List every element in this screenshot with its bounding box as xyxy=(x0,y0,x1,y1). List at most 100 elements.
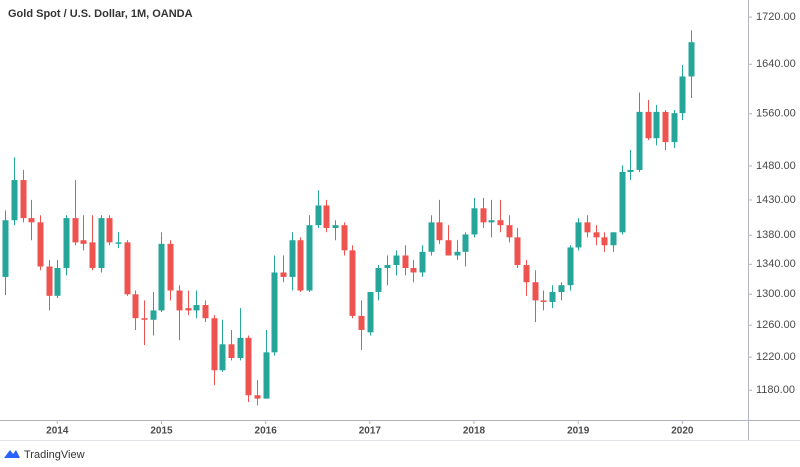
chart-title: Gold Spot / U.S. Dollar, 1M, OANDA xyxy=(8,8,193,20)
candle-body xyxy=(289,240,296,277)
candle-body xyxy=(636,111,643,170)
y-tick-label: 1260.00 xyxy=(756,319,796,331)
candle-body xyxy=(497,220,504,226)
candle-body xyxy=(124,242,131,295)
candle-body xyxy=(271,272,278,353)
candle-body xyxy=(471,208,478,235)
candle-body xyxy=(106,218,113,243)
candle-body xyxy=(419,251,426,273)
candle-body xyxy=(20,180,27,219)
candle-body xyxy=(393,255,400,266)
candle-body xyxy=(37,222,44,267)
candle-body xyxy=(2,220,9,277)
y-tick-label: 1300.00 xyxy=(756,288,796,300)
candle-body xyxy=(280,272,287,277)
candle-body xyxy=(158,243,165,311)
candle-body xyxy=(89,242,96,268)
candle-body xyxy=(202,305,209,319)
candle-body xyxy=(219,344,226,371)
y-tick-label: 1340.00 xyxy=(756,258,796,270)
x-tick-label: 2019 xyxy=(567,426,590,437)
candle-body xyxy=(627,169,634,172)
candle-body xyxy=(141,318,148,320)
x-tick-label: 2017 xyxy=(359,426,382,437)
y-tick-label: 1180.00 xyxy=(756,384,795,396)
candle-body xyxy=(445,240,452,256)
candle-body xyxy=(410,267,417,273)
candle-body xyxy=(532,282,539,301)
candle-body xyxy=(662,111,669,143)
y-tick-label: 1220.00 xyxy=(756,351,796,363)
candle-body xyxy=(341,225,348,251)
candle-body xyxy=(132,294,139,319)
candle-body xyxy=(358,315,365,330)
y-tick-label: 1720.00 xyxy=(756,11,796,23)
candle-body xyxy=(575,222,582,248)
candle-body xyxy=(653,111,660,139)
candle-body xyxy=(263,352,270,399)
candle-body xyxy=(384,265,391,268)
candle-body xyxy=(671,113,678,143)
candle-body xyxy=(688,42,695,77)
y-tick-label: 1480.00 xyxy=(756,160,796,172)
candle-body xyxy=(488,220,495,223)
y-tick-label: 1640.00 xyxy=(756,58,796,70)
candle-body xyxy=(549,292,556,302)
candle-body xyxy=(193,305,200,311)
candle-body xyxy=(462,234,469,252)
y-tick-label: 1560.00 xyxy=(756,108,796,120)
candle-body xyxy=(254,395,261,399)
candle-body xyxy=(323,205,330,229)
candle-body xyxy=(150,310,157,320)
candle-body xyxy=(332,225,339,229)
candle-body xyxy=(185,308,192,311)
x-tick-label: 2016 xyxy=(255,426,278,437)
candle-body xyxy=(63,218,70,268)
candle-body xyxy=(428,222,435,252)
candle-body xyxy=(601,237,608,246)
x-tick-label: 2018 xyxy=(463,426,486,437)
candle-body xyxy=(211,318,218,371)
candle-body xyxy=(167,243,174,291)
candle-body xyxy=(540,300,547,302)
candle-body xyxy=(506,225,513,238)
candle-body xyxy=(72,218,79,243)
candle-body xyxy=(454,251,461,256)
candle-body xyxy=(436,222,443,241)
candle-body xyxy=(567,247,574,286)
candle-body xyxy=(46,266,53,296)
candle-body xyxy=(54,267,61,296)
candle-body xyxy=(402,255,409,268)
candle-body xyxy=(98,218,105,268)
brand-icon xyxy=(4,450,20,458)
candle-body xyxy=(514,237,521,266)
x-tick-label: 2020 xyxy=(671,426,694,437)
candle-body xyxy=(480,208,487,223)
candle-body xyxy=(593,232,600,238)
brand-name: TradingView xyxy=(24,449,85,461)
candle-body xyxy=(80,240,87,244)
candle-body xyxy=(11,180,18,221)
candle-body xyxy=(584,222,591,233)
candle-body xyxy=(645,111,652,139)
candle-body xyxy=(619,171,626,233)
candle-body xyxy=(306,225,313,291)
candle-body xyxy=(679,76,686,114)
brand-logo xyxy=(4,450,20,458)
x-tick-label: 2015 xyxy=(150,426,173,437)
candle-body xyxy=(610,232,617,246)
x-tick-label: 2014 xyxy=(46,426,69,437)
candle-body xyxy=(245,337,252,396)
candle-body xyxy=(558,285,565,293)
y-tick-label: 1380.00 xyxy=(756,229,796,241)
candle-body xyxy=(176,290,183,311)
candle-body xyxy=(237,337,244,358)
candle-body xyxy=(349,250,356,316)
candle-body xyxy=(523,265,530,283)
candle-body xyxy=(367,292,374,333)
candle-body xyxy=(375,267,382,293)
candle-body xyxy=(228,344,235,358)
